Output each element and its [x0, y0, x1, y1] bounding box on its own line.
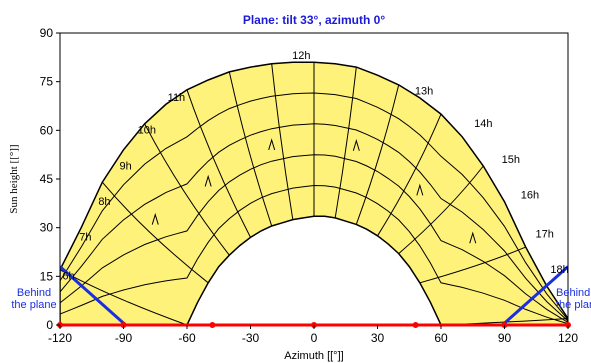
arrow-mark — [204, 174, 212, 187]
hour-label: 11h — [168, 92, 186, 104]
y-tick-label: 0 — [46, 318, 53, 332]
hour-label: 7h — [79, 232, 91, 244]
horizon-points — [57, 322, 571, 328]
x-tick-label: 60 — [434, 331, 448, 345]
x-tick-label: -120 — [48, 331, 72, 345]
hour-label: 9h — [119, 160, 131, 172]
horizon-point — [412, 322, 419, 328]
hour-label: 12h — [292, 50, 310, 62]
date-curve — [60, 184, 568, 325]
arrow-mark — [469, 231, 477, 244]
y-tick-label: 30 — [40, 221, 54, 235]
plot-area — [60, 61, 568, 325]
hour-label: 14h — [474, 118, 492, 130]
hour-label: 18h — [550, 264, 568, 276]
arrow-mark — [352, 139, 360, 151]
horizon-point — [209, 322, 216, 328]
arrow-mark — [268, 138, 276, 151]
arrow-mark — [151, 212, 159, 225]
hour-curve — [419, 246, 526, 284]
x-tick-label: -60 — [178, 331, 196, 345]
hour-curve — [228, 71, 273, 227]
y-axis-ticks: 0 15 30 45 60 75 90 — [40, 26, 60, 332]
hour-label: 15h — [502, 154, 520, 166]
x-tick-label: 120 — [558, 331, 578, 345]
behind-plane-text: Behind — [17, 287, 51, 299]
hour-curve — [377, 113, 442, 237]
hour-label: 8h — [98, 196, 110, 208]
hour-curve — [144, 123, 230, 256]
hour-curve — [271, 63, 294, 220]
date-curve — [60, 92, 568, 321]
behind-plane-line-left — [60, 265, 127, 325]
y-tick-label: 60 — [40, 123, 54, 137]
behind-plane-text: the plane — [11, 299, 56, 311]
hour-label: 16h — [521, 189, 539, 201]
y-tick-label: 75 — [40, 75, 54, 89]
y-tick-label: 15 — [40, 269, 54, 283]
x-axis-label: Azimuth [[°]] — [284, 350, 343, 362]
x-tick-label: 90 — [498, 331, 512, 345]
hour-curve — [334, 67, 357, 218]
date-curve — [60, 123, 568, 322]
x-axis-ticks: -120 -90 -60 -30 0 30 60 90 120 — [48, 325, 578, 345]
hour-curve — [101, 181, 209, 284]
hour-labels: 6h 7h 8h 9h 10h 11h 12h 13h 14h 15h 16h 17h 18h — [62, 50, 568, 283]
y-axis-label: Sun height [[°]] — [8, 144, 20, 213]
hour-label: 6h — [62, 271, 74, 283]
behind-plane-text: the plane — [556, 299, 591, 311]
hour-label: 17h — [536, 228, 554, 240]
x-tick-label: 30 — [371, 331, 385, 345]
hour-curves — [60, 62, 568, 325]
y-tick-label: 90 — [40, 26, 54, 40]
hour-label: 10h — [138, 125, 156, 137]
x-tick-label: 0 — [311, 331, 318, 345]
x-tick-label: -90 — [115, 331, 133, 345]
arrow-mark — [416, 183, 424, 196]
date-curve — [60, 154, 568, 323]
x-tick-label: -30 — [242, 331, 260, 345]
behind-plane-line-right — [501, 265, 568, 325]
y-tick-label: 45 — [40, 172, 54, 186]
hour-curve — [186, 89, 251, 238]
arrow-marks — [151, 138, 477, 244]
hour-curve — [398, 165, 484, 254]
date-curves — [60, 92, 568, 325]
chart-title: Plane: tilt 33°, azimuth 0° — [243, 13, 385, 27]
hour-curve — [355, 84, 400, 225]
hour-label: 13h — [415, 86, 433, 98]
behind-plane-text: Behind — [556, 287, 590, 299]
